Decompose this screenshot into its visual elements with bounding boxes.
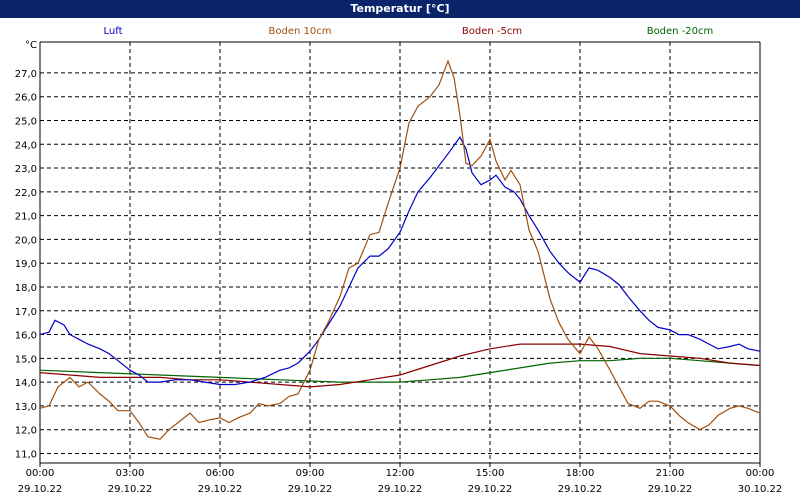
x-tick-time: 09:00 xyxy=(296,468,325,479)
y-tick-label: 17,0 xyxy=(15,307,37,318)
x-tick-time: 03:00 xyxy=(116,468,145,479)
series-line-boden-20cm xyxy=(39,357,761,383)
x-tick-time: 21:00 xyxy=(656,468,685,479)
y-tick-label: 18,0 xyxy=(15,283,37,294)
x-tick-date: 29.10.22 xyxy=(108,484,153,495)
x-tick-date: 29.10.22 xyxy=(648,484,693,495)
series-line-boden-5cm xyxy=(39,343,761,388)
y-unit-label: °C xyxy=(25,40,37,51)
y-tick-label: 26,0 xyxy=(15,93,37,104)
chart-title: Temperatur [°C] xyxy=(0,0,800,18)
x-tick-date: 29.10.22 xyxy=(198,484,243,495)
y-tick-label: 19,0 xyxy=(15,259,37,270)
x-tick-date: 29.10.22 xyxy=(468,484,513,495)
x-tick-time: 12:00 xyxy=(386,468,415,479)
x-tick-date: 29.10.22 xyxy=(558,484,603,495)
x-tick-date: 29.10.22 xyxy=(18,484,63,495)
x-tick-time: 06:00 xyxy=(206,468,235,479)
y-tick-label: 25,0 xyxy=(15,116,37,127)
y-tick-label: 23,0 xyxy=(15,164,37,175)
legend-boden-10cm: Boden 10cm xyxy=(269,26,332,37)
x-tick-time: 15:00 xyxy=(476,468,505,479)
y-tick-label: 14,0 xyxy=(15,378,37,389)
legend-boden-20cm: Boden -20cm xyxy=(647,26,714,37)
x-tick-time: 00:00 xyxy=(746,468,775,479)
x-tick-date: 29.10.22 xyxy=(288,484,333,495)
y-tick-label: 27,0 xyxy=(15,69,37,80)
series-line-boden-10cm xyxy=(39,59,761,440)
series-line-luft xyxy=(39,135,761,386)
x-tick-date: 30.10.22 xyxy=(738,484,783,495)
y-tick-label: 15,0 xyxy=(15,354,37,365)
y-tick-label: 24,0 xyxy=(15,140,37,151)
y-tick-label: 11,0 xyxy=(15,449,37,460)
y-tick-label: 22,0 xyxy=(15,188,37,199)
x-tick-time: 00:00 xyxy=(26,468,55,479)
y-tick-label: 16,0 xyxy=(15,331,37,342)
y-tick-label: 20,0 xyxy=(15,235,37,246)
legend-boden-5cm: Boden -5cm xyxy=(462,26,522,37)
legend-luft: Luft xyxy=(104,26,123,37)
y-tick-label: 13,0 xyxy=(15,402,37,413)
y-tick-label: 21,0 xyxy=(15,212,37,223)
x-tick-date: 29.10.22 xyxy=(378,484,423,495)
x-tick-time: 18:00 xyxy=(566,468,595,479)
y-tick-label: 12,0 xyxy=(15,426,37,437)
